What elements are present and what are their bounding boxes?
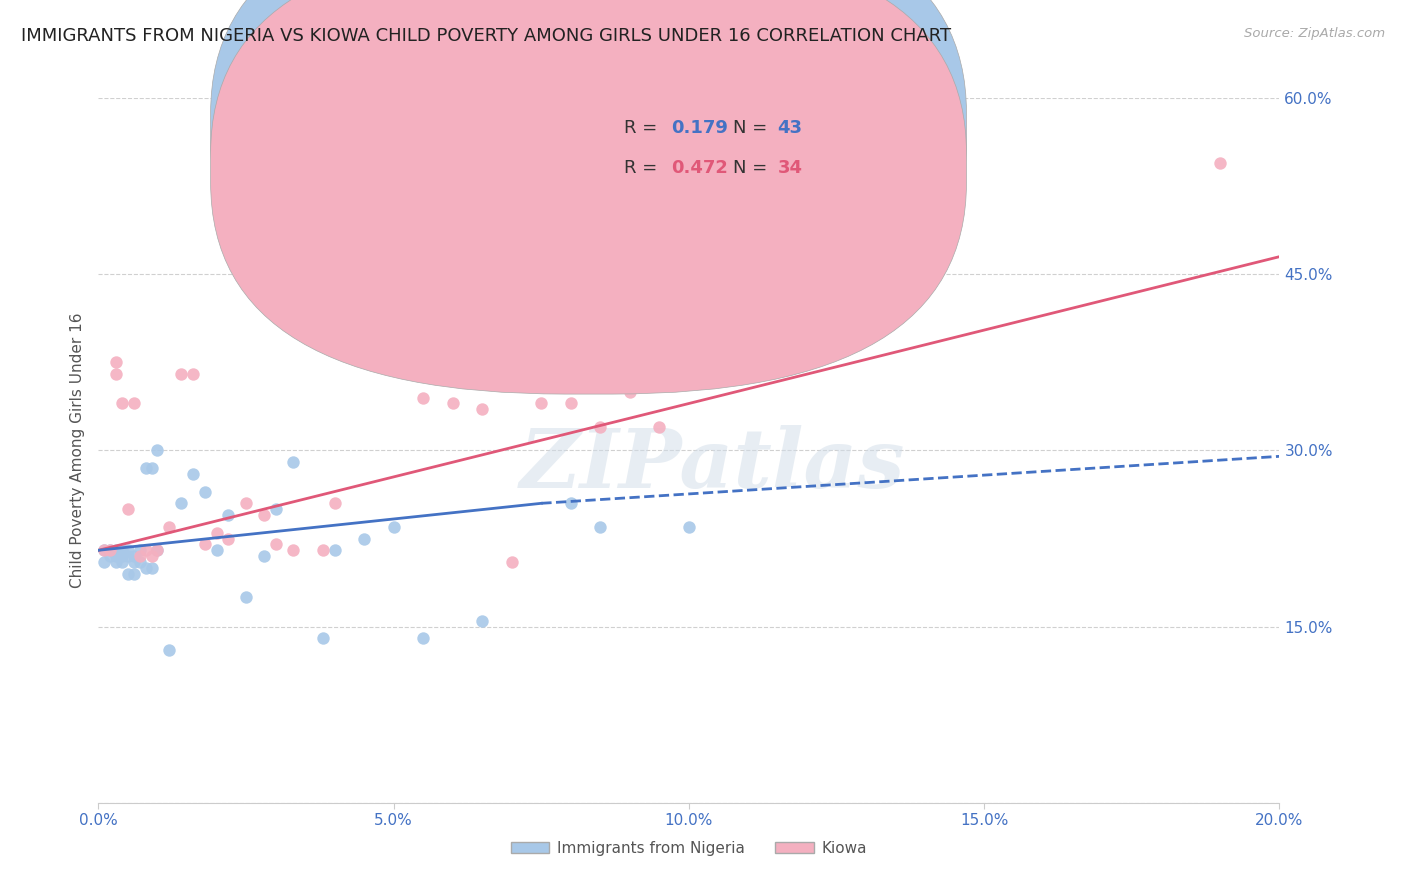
Point — [217, 532, 239, 546]
Point — [471, 614, 494, 628]
Point — [111, 396, 134, 410]
Point — [117, 549, 139, 564]
Point — [560, 496, 582, 510]
Point — [111, 555, 134, 569]
Point — [122, 566, 145, 581]
Point — [122, 549, 145, 564]
Point — [253, 549, 276, 564]
Point — [141, 549, 163, 564]
Point — [128, 543, 150, 558]
Point — [157, 520, 180, 534]
Point — [122, 555, 145, 569]
Point — [194, 537, 217, 551]
Point — [111, 549, 134, 564]
Point — [122, 396, 145, 410]
Point — [93, 543, 115, 558]
Text: R =: R = — [624, 119, 664, 136]
Point — [117, 502, 139, 516]
Point — [105, 355, 128, 369]
Point — [412, 632, 434, 646]
Point — [117, 543, 139, 558]
Text: N =: N = — [733, 119, 773, 136]
Point — [589, 520, 612, 534]
Point — [589, 420, 612, 434]
Point — [135, 561, 157, 575]
Point — [98, 543, 121, 558]
Point — [135, 543, 157, 558]
Point — [146, 543, 169, 558]
FancyBboxPatch shape — [211, 0, 966, 354]
Point — [619, 384, 641, 399]
Point — [235, 496, 257, 510]
Point — [98, 543, 121, 558]
Point — [93, 555, 115, 569]
Point — [678, 520, 700, 534]
Point — [105, 543, 128, 558]
Point — [181, 467, 204, 481]
Point — [170, 367, 193, 381]
Text: 34: 34 — [778, 159, 803, 177]
Point — [471, 402, 494, 417]
Point — [194, 484, 217, 499]
Point — [382, 520, 405, 534]
Point — [264, 537, 287, 551]
Point — [323, 543, 346, 558]
Point — [157, 643, 180, 657]
Point — [98, 549, 121, 564]
Text: ZIPatlas: ZIPatlas — [520, 425, 905, 505]
FancyBboxPatch shape — [547, 102, 855, 197]
Point — [283, 543, 305, 558]
Point — [141, 461, 163, 475]
Point — [648, 420, 671, 434]
Point — [135, 461, 157, 475]
Point — [253, 508, 276, 522]
Point — [146, 443, 169, 458]
Point — [353, 279, 375, 293]
Point — [105, 555, 128, 569]
Point — [105, 549, 128, 564]
Point — [141, 561, 163, 575]
Point — [128, 555, 150, 569]
Point — [205, 543, 228, 558]
Point — [353, 532, 375, 546]
Text: 43: 43 — [778, 119, 803, 136]
Point — [128, 549, 150, 564]
Point — [117, 566, 139, 581]
Point — [217, 508, 239, 522]
Point — [105, 367, 128, 381]
Point — [264, 502, 287, 516]
Text: IMMIGRANTS FROM NIGERIA VS KIOWA CHILD POVERTY AMONG GIRLS UNDER 16 CORRELATION : IMMIGRANTS FROM NIGERIA VS KIOWA CHILD P… — [21, 27, 952, 45]
Point — [560, 396, 582, 410]
Point — [1209, 155, 1232, 169]
Text: N =: N = — [733, 159, 773, 177]
Point — [283, 455, 305, 469]
Text: Source: ZipAtlas.com: Source: ZipAtlas.com — [1244, 27, 1385, 40]
Text: 0.472: 0.472 — [671, 159, 728, 177]
Point — [312, 632, 335, 646]
Text: R =: R = — [624, 159, 664, 177]
Point — [111, 543, 134, 558]
Point — [441, 396, 464, 410]
Point — [530, 396, 553, 410]
Point — [93, 543, 115, 558]
Point — [170, 496, 193, 510]
Text: 0.179: 0.179 — [671, 119, 728, 136]
Point — [235, 591, 257, 605]
FancyBboxPatch shape — [211, 0, 966, 394]
Point — [146, 543, 169, 558]
Point — [181, 367, 204, 381]
Point — [323, 496, 346, 510]
Point — [412, 391, 434, 405]
Point — [501, 555, 523, 569]
Legend: Immigrants from Nigeria, Kiowa: Immigrants from Nigeria, Kiowa — [505, 835, 873, 862]
Point — [312, 543, 335, 558]
Point — [205, 525, 228, 540]
Y-axis label: Child Poverty Among Girls Under 16: Child Poverty Among Girls Under 16 — [69, 313, 84, 588]
